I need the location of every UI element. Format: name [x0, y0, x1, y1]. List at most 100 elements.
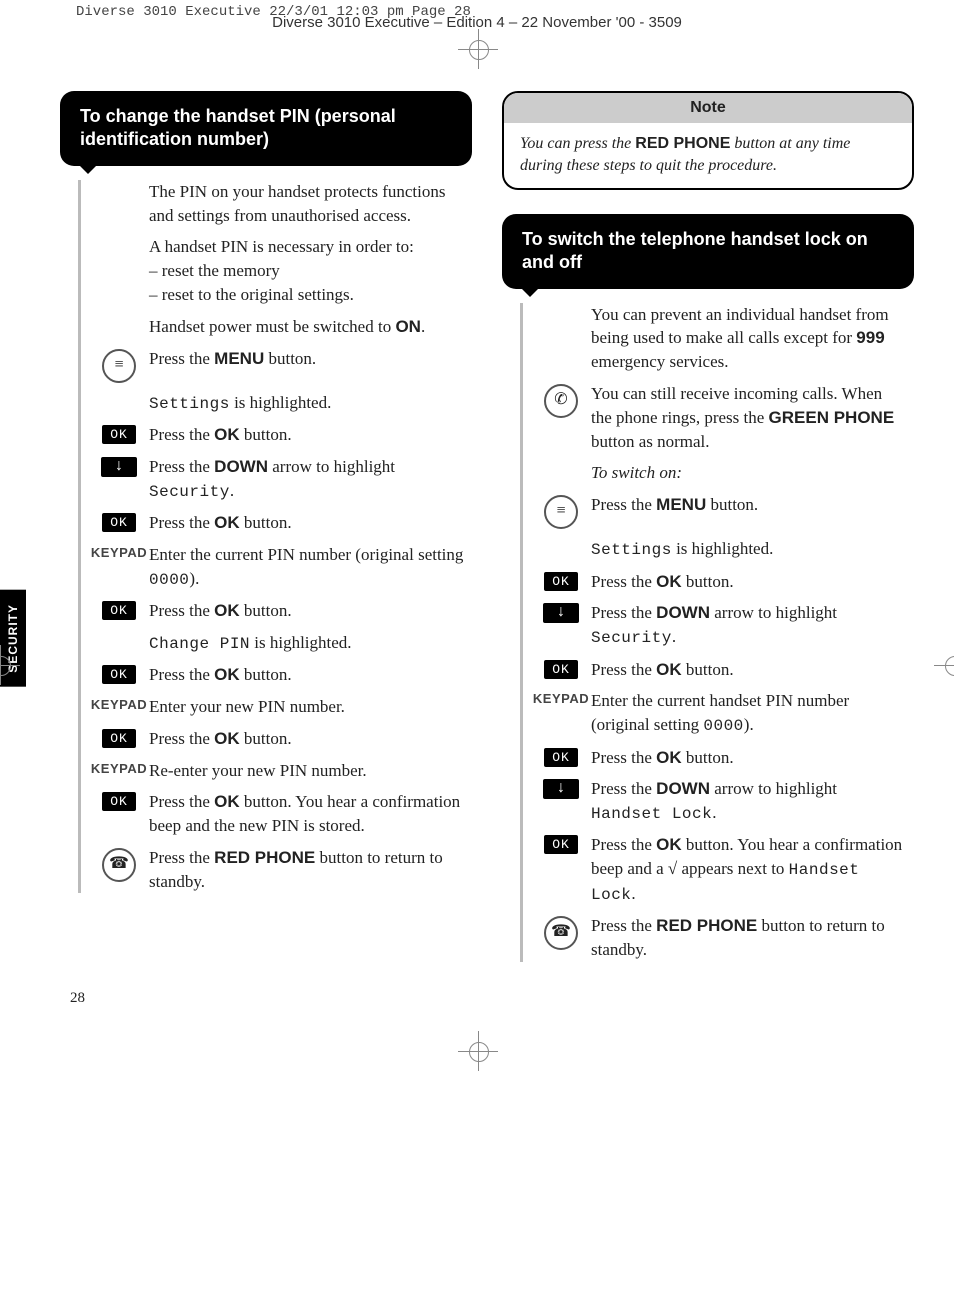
step-row: OKPress the OK button. — [89, 663, 472, 687]
step-row: KEYPADEnter the current PIN number (orig… — [89, 543, 472, 591]
step-icon-cell — [89, 391, 149, 393]
step-icon-cell — [531, 537, 591, 539]
step-row: You can prevent an individual handset fr… — [531, 303, 914, 374]
step-text: A handset PIN is necessary in order to:–… — [149, 235, 472, 306]
step-icon-cell: OK — [89, 423, 149, 444]
step-row: OK Press the OK button. — [531, 746, 914, 770]
step-row: OK Press the OK button. — [89, 727, 472, 751]
step-icon-cell — [89, 455, 149, 477]
step-text: Press the OK button. You hear a confirma… — [149, 790, 472, 838]
step-icon-cell — [89, 235, 149, 237]
keypad-label-icon: KEYPAD — [91, 545, 147, 560]
crop-mark-icon — [934, 645, 954, 685]
step-row: OK Press the OK button. You hear a confir… — [89, 790, 472, 838]
right-column: Note You can press the RED PHONE button … — [502, 91, 914, 970]
step-row: KEYPADRe-enter your new PIN number. — [89, 759, 472, 783]
down-arrow-icon — [101, 457, 137, 477]
step-row: Press the DOWN arrow to highlight Securi… — [89, 455, 472, 503]
menu-button-icon: ≡ — [102, 349, 136, 383]
left-steps: The PIN on your handset protects functio… — [78, 180, 472, 894]
step-text: Settings is highlighted. — [591, 537, 914, 561]
step-text: Handset power must be switched to ON. — [149, 315, 472, 339]
step-row: Change PIN is highlighted. — [89, 631, 472, 655]
down-arrow-icon — [543, 603, 579, 623]
right-panel-title: To switch the telephone handset lock on … — [502, 214, 914, 289]
step-row: ≡ Press the MENU button. — [89, 347, 472, 383]
ok-button-icon: OK — [102, 729, 136, 748]
step-text: Press the MENU button. — [591, 493, 914, 517]
down-arrow-icon — [543, 779, 579, 799]
step-row: Press the DOWN arrow to highlight Securi… — [531, 601, 914, 649]
note-body: You can press the RED PHONE button at an… — [504, 123, 912, 188]
step-row: Press the DOWN arrow to highlight Handse… — [531, 777, 914, 825]
step-text: Press the OK button. — [149, 423, 472, 447]
ok-button-icon: OK — [102, 513, 136, 532]
step-row: OKPress the OK button. — [89, 511, 472, 535]
step-icon-cell: OK — [531, 746, 591, 767]
step-icon-cell: OK — [89, 663, 149, 684]
note-title: Note — [504, 93, 912, 123]
page-number: 28 — [70, 990, 914, 1007]
step-icon-cell: OK — [531, 570, 591, 591]
step-text: Settings is highlighted. — [149, 391, 472, 415]
ok-button-icon: OK — [544, 748, 578, 767]
step-text: Enter the current PIN number (original s… — [149, 543, 472, 591]
step-row: The PIN on your handset protects functio… — [89, 180, 472, 228]
ok-button-icon: OK — [544, 660, 578, 679]
step-icon-cell: ≡ — [89, 347, 149, 383]
ok-button-icon: OK — [102, 792, 136, 811]
step-row: KEYPADEnter your new PIN number. — [89, 695, 472, 719]
keypad-label-icon: KEYPAD — [533, 691, 589, 706]
step-row: OKPress the OK button. — [89, 423, 472, 447]
step-text: To switch on: — [591, 461, 914, 485]
step-row: ☎ Press the RED PHONE button to return to… — [531, 914, 914, 962]
step-icon-cell: OK — [89, 790, 149, 811]
step-text: Press the DOWN arrow to highlight Handse… — [591, 777, 914, 825]
step-icon-cell: KEYPAD — [531, 689, 591, 706]
step-row: OK Press the OK button. — [531, 658, 914, 682]
step-text: Enter your new PIN number. — [149, 695, 472, 719]
step-row: KEYPADEnter the current handset PIN numb… — [531, 689, 914, 737]
keypad-label-icon: KEYPAD — [91, 761, 147, 776]
step-text: Press the MENU button. — [149, 347, 472, 371]
step-icon-cell: OK — [531, 833, 591, 854]
step-icon-cell: ✆ — [531, 382, 591, 418]
step-row: ≡ Press the MENU button. — [531, 493, 914, 529]
step-icon-cell: OK — [531, 658, 591, 679]
red-phone-icon: ☎ — [102, 848, 136, 882]
step-text: Press the OK button. — [591, 746, 914, 770]
step-row: ✆You can still receive incoming calls. W… — [531, 382, 914, 453]
crop-mark-icon — [0, 645, 20, 685]
step-text: Press the OK button. — [149, 727, 472, 751]
step-row: Settings is highlighted. — [531, 537, 914, 561]
red-phone-icon: ☎ — [544, 916, 578, 950]
step-text: Enter the current handset PIN number (or… — [591, 689, 914, 737]
step-text: Press the RED PHONE button to return to … — [591, 914, 914, 962]
left-panel-title: To change the handset PIN (personal iden… — [60, 91, 472, 166]
step-icon-cell — [531, 303, 591, 305]
step-icon-cell — [531, 601, 591, 623]
step-text: Press the DOWN arrow to highlight Securi… — [149, 455, 472, 503]
right-steps: You can prevent an individual handset fr… — [520, 303, 914, 962]
step-icon-cell: ☎ — [89, 846, 149, 882]
step-icon-cell — [531, 777, 591, 799]
step-text: Press the OK button. — [149, 599, 472, 623]
step-icon-cell: ≡ — [531, 493, 591, 529]
step-text: Press the OK button. — [591, 658, 914, 682]
step-icon-cell — [531, 461, 591, 463]
step-text: Press the RED PHONE button to return to … — [149, 846, 472, 894]
step-icon-cell: KEYPAD — [89, 543, 149, 560]
crop-mark-icon — [458, 1031, 498, 1071]
step-row: OKPress the OK button. You hear a confir… — [531, 833, 914, 906]
step-text: Press the DOWN arrow to highlight Securi… — [591, 601, 914, 649]
step-icon-cell: KEYPAD — [89, 759, 149, 776]
menu-button-icon: ≡ — [544, 495, 578, 529]
step-text: Change PIN is highlighted. — [149, 631, 472, 655]
left-column: To change the handset PIN (personal iden… — [60, 91, 472, 901]
step-text: Press the OK button. You hear a confirma… — [591, 833, 914, 906]
step-text: Press the OK button. — [149, 663, 472, 687]
step-row: To switch on: — [531, 461, 914, 485]
step-row: A handset PIN is necessary in order to:–… — [89, 235, 472, 306]
crop-mark-icon — [458, 29, 498, 69]
step-text: Press the OK button. — [591, 570, 914, 594]
